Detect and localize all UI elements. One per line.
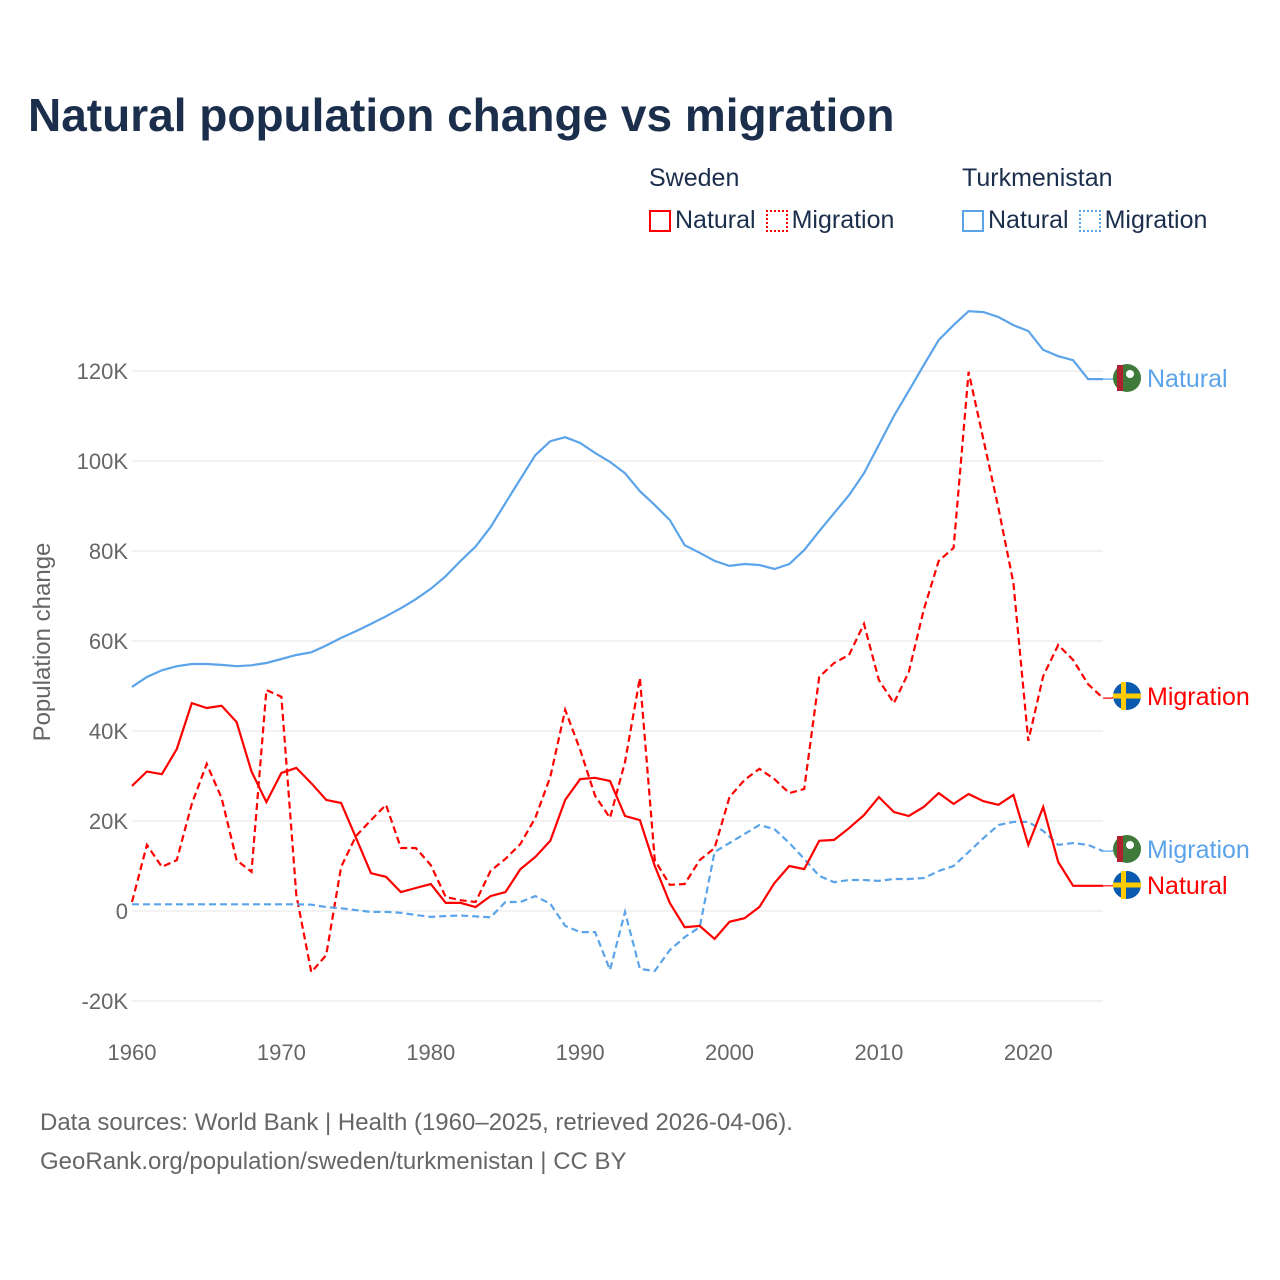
y-tick-label: 60K bbox=[89, 629, 128, 654]
y-tick-label: 100K bbox=[77, 449, 129, 474]
series-line-turkmenistan-natural[interactable] bbox=[131, 310, 1103, 688]
dotted-swatch-icon bbox=[1078, 209, 1101, 232]
legend-label: Natural bbox=[675, 206, 756, 234]
x-tick-label: 2000 bbox=[705, 1040, 754, 1065]
solid-swatch-icon bbox=[962, 209, 984, 232]
dotted-swatch-icon bbox=[765, 209, 788, 232]
sweden-flag-icon bbox=[1113, 871, 1141, 899]
legend-item-turkmenistan-migration[interactable]: Migration bbox=[1078, 206, 1208, 235]
legend-sweden-items: Natural Migration bbox=[649, 206, 894, 235]
series-line-sweden-migration[interactable] bbox=[130, 371, 1104, 975]
legend-item-sweden-natural[interactable]: Natural bbox=[649, 206, 756, 235]
legend-item-turkmenistan-natural[interactable]: Natural bbox=[962, 206, 1069, 235]
turkmenistan-flag-icon bbox=[1113, 364, 1141, 392]
y-tick-label: -20K bbox=[82, 989, 129, 1014]
x-tick-label: 1960 bbox=[108, 1040, 157, 1065]
series-end-label: Natural bbox=[1147, 872, 1228, 900]
x-tick-label: 1990 bbox=[556, 1040, 605, 1065]
legend-group-sweden: Sweden bbox=[649, 164, 740, 192]
series-end-label: Migration bbox=[1147, 836, 1250, 864]
x-tick-label: 1970 bbox=[257, 1040, 306, 1065]
turkmenistan-flag-icon bbox=[1113, 835, 1141, 863]
y-tick-label: 0 bbox=[116, 899, 128, 924]
x-tick-label: 2020 bbox=[1004, 1040, 1053, 1065]
legend-label: Migration bbox=[791, 206, 895, 234]
series-end-label: Migration bbox=[1147, 683, 1250, 711]
y-tick-label: 120K bbox=[77, 359, 129, 384]
y-axis-label: Population change bbox=[29, 543, 56, 742]
y-tick-label: 20K bbox=[89, 809, 128, 834]
x-tick-label: 2010 bbox=[854, 1040, 903, 1065]
chart-title: Natural population change vs migration bbox=[28, 89, 895, 141]
legend-group-turkmenistan: Turkmenistan bbox=[962, 164, 1113, 192]
legend-turkmenistan-items: Natural Migration bbox=[962, 206, 1207, 235]
legend-label: Migration bbox=[1104, 206, 1208, 234]
solid-swatch-icon bbox=[649, 209, 671, 232]
series-line-turkmenistan-migration[interactable] bbox=[132, 820, 1104, 974]
legend-label: Natural bbox=[988, 206, 1069, 234]
x-tick-label: 1980 bbox=[406, 1040, 455, 1065]
footer-link[interactable]: GeoRank.org/population/sweden/turkmenist… bbox=[40, 1148, 627, 1175]
y-tick-label: 40K bbox=[89, 719, 128, 744]
y-tick-label: 80K bbox=[89, 539, 128, 564]
series-line-sweden-natural[interactable] bbox=[131, 701, 1103, 941]
sweden-flag-icon bbox=[1113, 682, 1141, 710]
legend-item-sweden-migration[interactable]: Migration bbox=[765, 206, 895, 235]
series-end-label: Natural bbox=[1147, 365, 1228, 393]
footer-sources: Data sources: World Bank | Health (1960–… bbox=[40, 1109, 793, 1136]
